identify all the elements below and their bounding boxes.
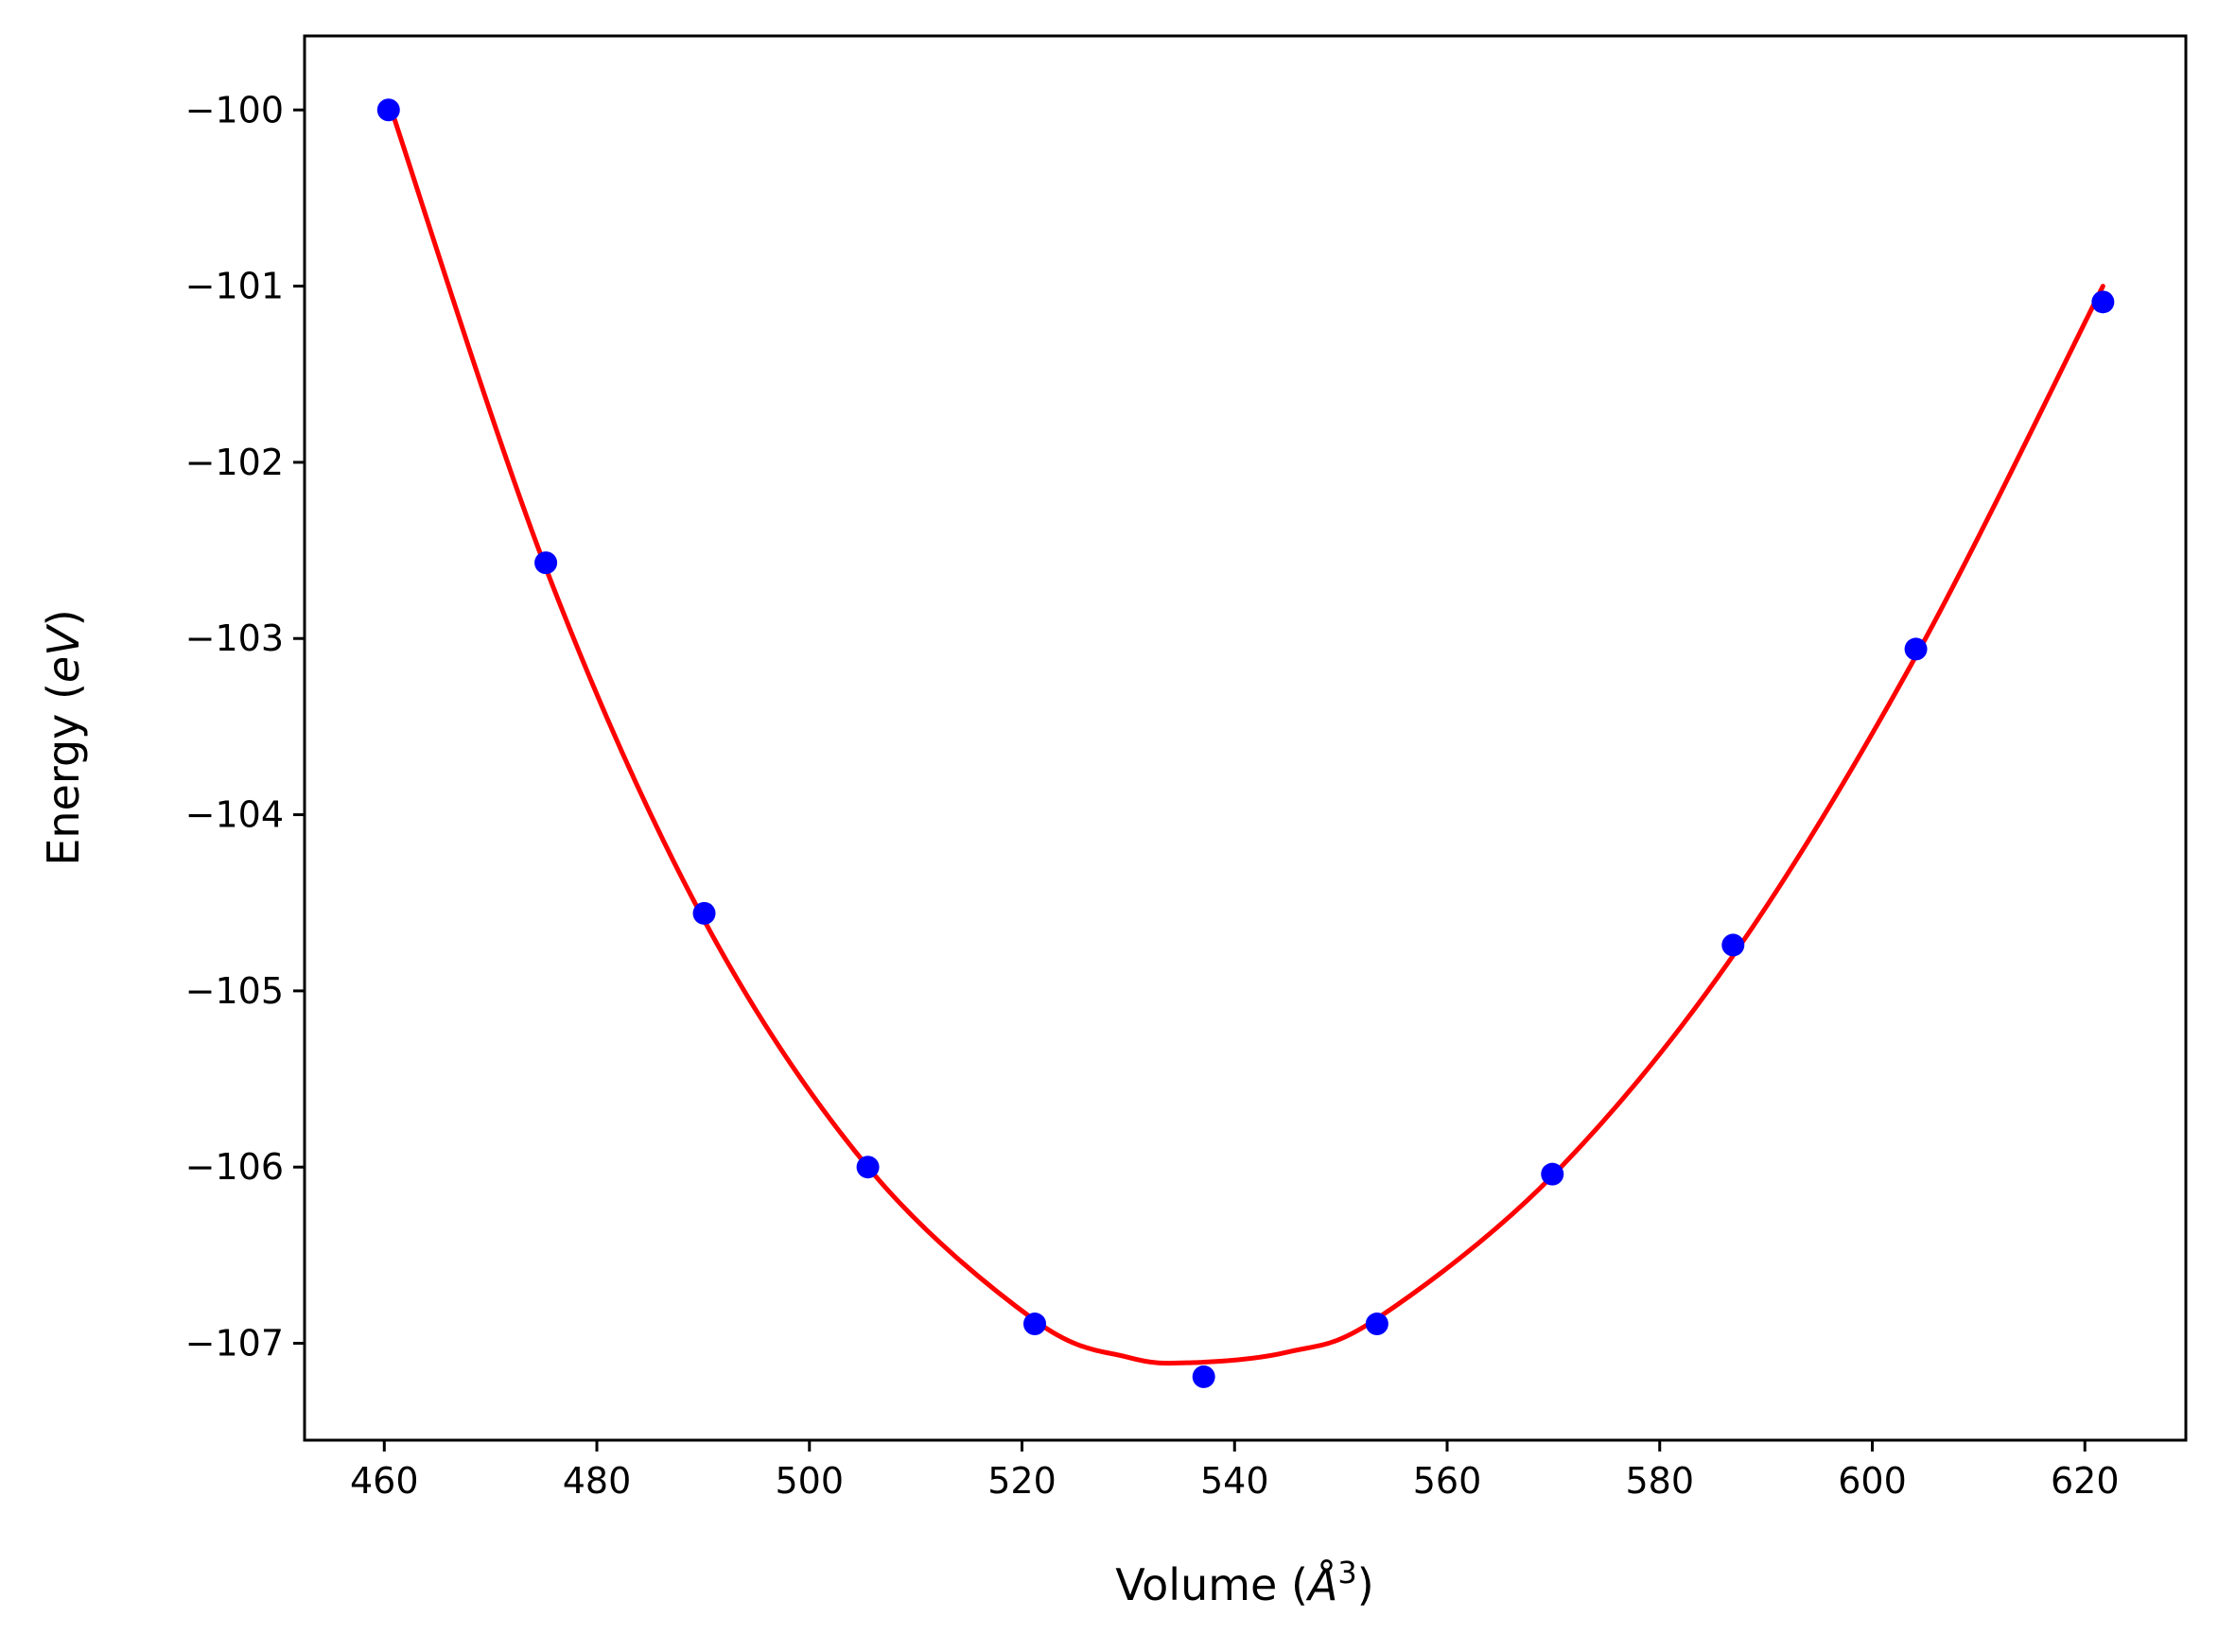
data-point xyxy=(1541,1162,1564,1186)
data-point xyxy=(1192,1365,1215,1388)
plot-frame xyxy=(303,34,2188,1442)
data-point xyxy=(692,901,716,925)
x-tick-label: 500 xyxy=(776,1460,845,1502)
y-tick-label: −100 xyxy=(185,89,284,130)
data-point xyxy=(1721,933,1745,957)
x-tick-label: 520 xyxy=(987,1460,1057,1502)
y-tick-label: −107 xyxy=(185,1323,284,1365)
y-tick-label: −103 xyxy=(185,617,284,659)
y-axis-label: Energy (eV) xyxy=(38,609,89,865)
data-point xyxy=(856,1156,880,1179)
plot-layer xyxy=(376,98,2115,1388)
x-axis-label-unit: Å xyxy=(1305,1559,1337,1610)
data-point xyxy=(534,551,558,575)
x-axis-label-open-paren: ( xyxy=(1277,1559,1308,1610)
data-point xyxy=(1365,1313,1388,1336)
fit-curve xyxy=(386,98,2105,1366)
x-tick-label: 560 xyxy=(1413,1460,1482,1502)
y-tick-label: −106 xyxy=(185,1146,284,1188)
y-axis-label-close-paren: ) xyxy=(38,609,89,626)
y-tick-label: −101 xyxy=(185,266,284,307)
y-axis-label-text: Energy xyxy=(38,714,89,866)
y-axis-ticks: −100 −101 −102 −103 −104 −105 −106 −107 xyxy=(185,89,305,1365)
y-tick-label: −104 xyxy=(185,794,284,836)
x-axis-label: Volume (Å3) xyxy=(1115,1555,1373,1610)
data-point xyxy=(1904,637,1928,661)
y-axis-label-unit: eV xyxy=(38,623,89,683)
data-point xyxy=(376,98,400,122)
y-tick-label: −105 xyxy=(185,970,284,1012)
x-axis-label-superscript: 3 xyxy=(1337,1555,1356,1591)
x-tick-label: 460 xyxy=(350,1460,419,1502)
x-tick-label: 480 xyxy=(563,1460,632,1502)
x-tick-label: 540 xyxy=(1200,1460,1269,1502)
x-tick-label: 580 xyxy=(1625,1460,1694,1502)
data-point xyxy=(2091,290,2115,314)
x-axis-ticks: 460 480 500 520 540 560 580 600 620 xyxy=(350,1440,2120,1502)
x-tick-label: 600 xyxy=(1838,1460,1907,1502)
x-axis-label-text: Volume xyxy=(1115,1559,1277,1610)
x-tick-label: 620 xyxy=(2051,1460,2120,1502)
y-tick-label: −102 xyxy=(185,442,284,483)
y-axis-label-open-paren: ( xyxy=(38,683,89,714)
x-axis-label-close-paren: ) xyxy=(1357,1559,1374,1610)
data-point xyxy=(1023,1313,1047,1336)
